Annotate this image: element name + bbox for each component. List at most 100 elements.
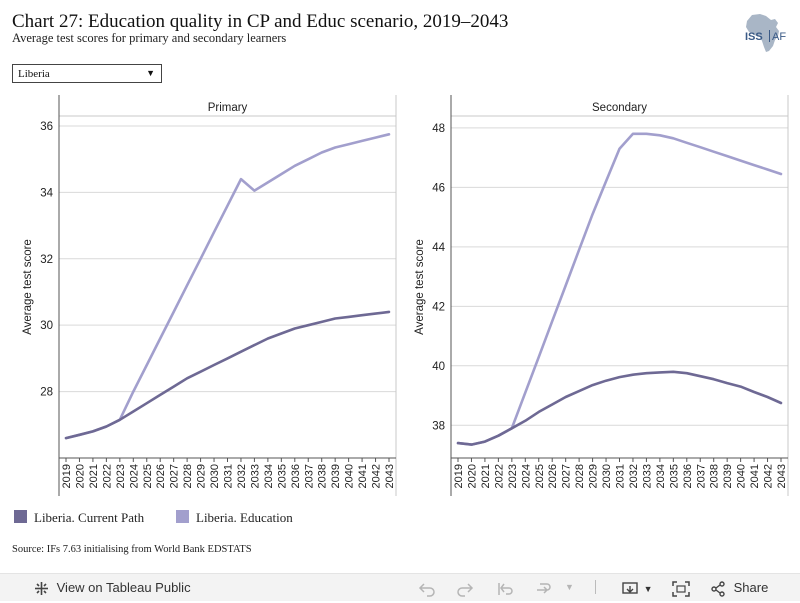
y-tick-label: 28 [40, 387, 53, 399]
download-button[interactable]: ▼ [622, 574, 653, 601]
x-tick-label: 2037 [303, 464, 315, 488]
x-tick-label: 2030 [601, 464, 613, 488]
x-tick-label: 2026 [155, 464, 167, 488]
x-tick-label: 2031 [223, 464, 235, 488]
x-tick-label: 2020 [74, 464, 86, 488]
x-tick-label: 2028 [182, 464, 194, 488]
x-tick-label: 2031 [615, 464, 627, 488]
x-tick-label: 2043 [776, 464, 788, 488]
y-tick-label: 36 [40, 121, 53, 133]
series-line-education [64, 133, 391, 440]
y-tick-label: 46 [432, 182, 445, 194]
x-tick-label: 2042 [371, 464, 383, 488]
x-tick-label: 2024 [520, 464, 532, 488]
x-tick-label: 2025 [142, 464, 154, 488]
y-tick-label: 34 [40, 187, 53, 199]
x-tick-label: 2037 [695, 464, 707, 488]
revert-icon[interactable] [496, 574, 514, 601]
x-tick-label: 2032 [628, 464, 640, 488]
x-tick-label: 2035 [276, 464, 288, 488]
view-on-tableau-button[interactable]: View on Tableau Public [34, 574, 191, 601]
africa-map-icon [746, 14, 779, 52]
panel-title: Primary [208, 102, 248, 114]
x-tick-label: 2027 [169, 464, 181, 488]
x-tick-label: 2023 [507, 464, 519, 488]
x-tick-label: 2040 [344, 464, 356, 488]
x-tick-label: 2028 [574, 464, 586, 488]
share-icon [711, 580, 725, 597]
x-tick-label: 2023 [115, 464, 127, 488]
logo-text-iss: ISS [745, 31, 763, 43]
legend-label: Liberia. Education [196, 510, 293, 525]
logo-text-af: AF [772, 31, 786, 43]
x-tick-label: 2022 [101, 464, 113, 488]
panel-title: Secondary [592, 102, 647, 114]
refresh-menu-chevron-icon[interactable]: ▼ [565, 582, 574, 592]
series-line-current-path [456, 370, 783, 446]
x-tick-label: 2033 [641, 464, 653, 488]
fullscreen-icon[interactable] [672, 574, 690, 601]
x-tick-label: 2041 [357, 464, 369, 488]
x-tick-label: 2019 [453, 464, 465, 488]
tableau-toolbar: View on Tableau Public ▼ ▼ Share [0, 573, 800, 601]
x-tick-label: 2036 [682, 464, 694, 488]
x-tick-label: 2022 [493, 464, 505, 488]
x-tick-label: 2034 [263, 464, 275, 488]
x-tick-label: 2024 [128, 464, 140, 488]
legend-swatch [14, 510, 27, 523]
legend-label: Liberia. Current Path [34, 510, 145, 525]
x-tick-label: 2043 [384, 464, 396, 488]
x-tick-label: 2038 [317, 464, 329, 488]
x-tick-label: 2039 [330, 464, 342, 488]
redo-icon[interactable] [456, 574, 474, 601]
x-tick-label: 2035 [668, 464, 680, 488]
x-tick-label: 2019 [61, 464, 73, 488]
y-tick-label: 40 [432, 361, 445, 373]
x-tick-label: 2021 [480, 464, 492, 488]
series-line-current-path [64, 310, 391, 440]
y-tick-label: 32 [40, 254, 53, 266]
x-tick-label: 2041 [749, 464, 761, 488]
x-tick-label: 2032 [236, 464, 248, 488]
download-icon [622, 581, 638, 594]
x-tick-label: 2030 [209, 464, 221, 488]
africa-map-logo: ISS AF [738, 12, 794, 54]
toolbar-divider [595, 580, 596, 594]
series-line-education [456, 132, 783, 446]
undo-icon[interactable] [418, 574, 436, 601]
x-tick-label: 2027 [561, 464, 573, 488]
x-tick-label: 2034 [655, 464, 667, 488]
y-tick-label: 48 [432, 123, 445, 135]
y-tick-label: 44 [432, 242, 445, 254]
legend-swatch [176, 510, 189, 523]
x-tick-label: 2021 [88, 464, 100, 488]
view-on-tableau-label: View on Tableau Public [56, 580, 191, 595]
tableau-logo-icon [35, 582, 48, 596]
share-button[interactable]: Share [710, 574, 768, 601]
panel-secondary: Secondary 38 40 42 44 46 48 Average test score 2… [414, 95, 789, 496]
source-note: Source: IFs 7.63 initialising from World… [12, 544, 252, 555]
share-label: Share [733, 580, 769, 595]
x-tick-label: 2036 [290, 464, 302, 488]
y-axis-label: Average test score [22, 239, 34, 335]
x-tick-label: 2039 [722, 464, 734, 488]
legend-item-education[interactable]: Liberia. Education [176, 510, 293, 526]
y-tick-label: 38 [432, 420, 445, 432]
chart-title: Chart 27: Education quality in CP and Ed… [12, 11, 509, 32]
chevron-down-icon: ▼ [146, 68, 155, 78]
country-select[interactable]: Liberia ▼ [12, 64, 162, 83]
x-tick-label: 2042 [763, 464, 775, 488]
x-tick-label: 2038 [709, 464, 721, 488]
x-tick-label: 2025 [534, 464, 546, 488]
y-tick-label: 30 [40, 320, 53, 332]
chart-subtitle: Average test scores for primary and seco… [12, 31, 287, 45]
x-tick-label: 2026 [547, 464, 559, 488]
chevron-down-icon: ▼ [643, 584, 653, 594]
x-tick-label: 2033 [249, 464, 261, 488]
x-tick-label: 2029 [588, 464, 600, 488]
refresh-icon[interactable] [534, 574, 554, 601]
y-tick-label: 42 [432, 301, 445, 313]
legend-item-current-path[interactable]: Liberia. Current Path [14, 510, 144, 526]
